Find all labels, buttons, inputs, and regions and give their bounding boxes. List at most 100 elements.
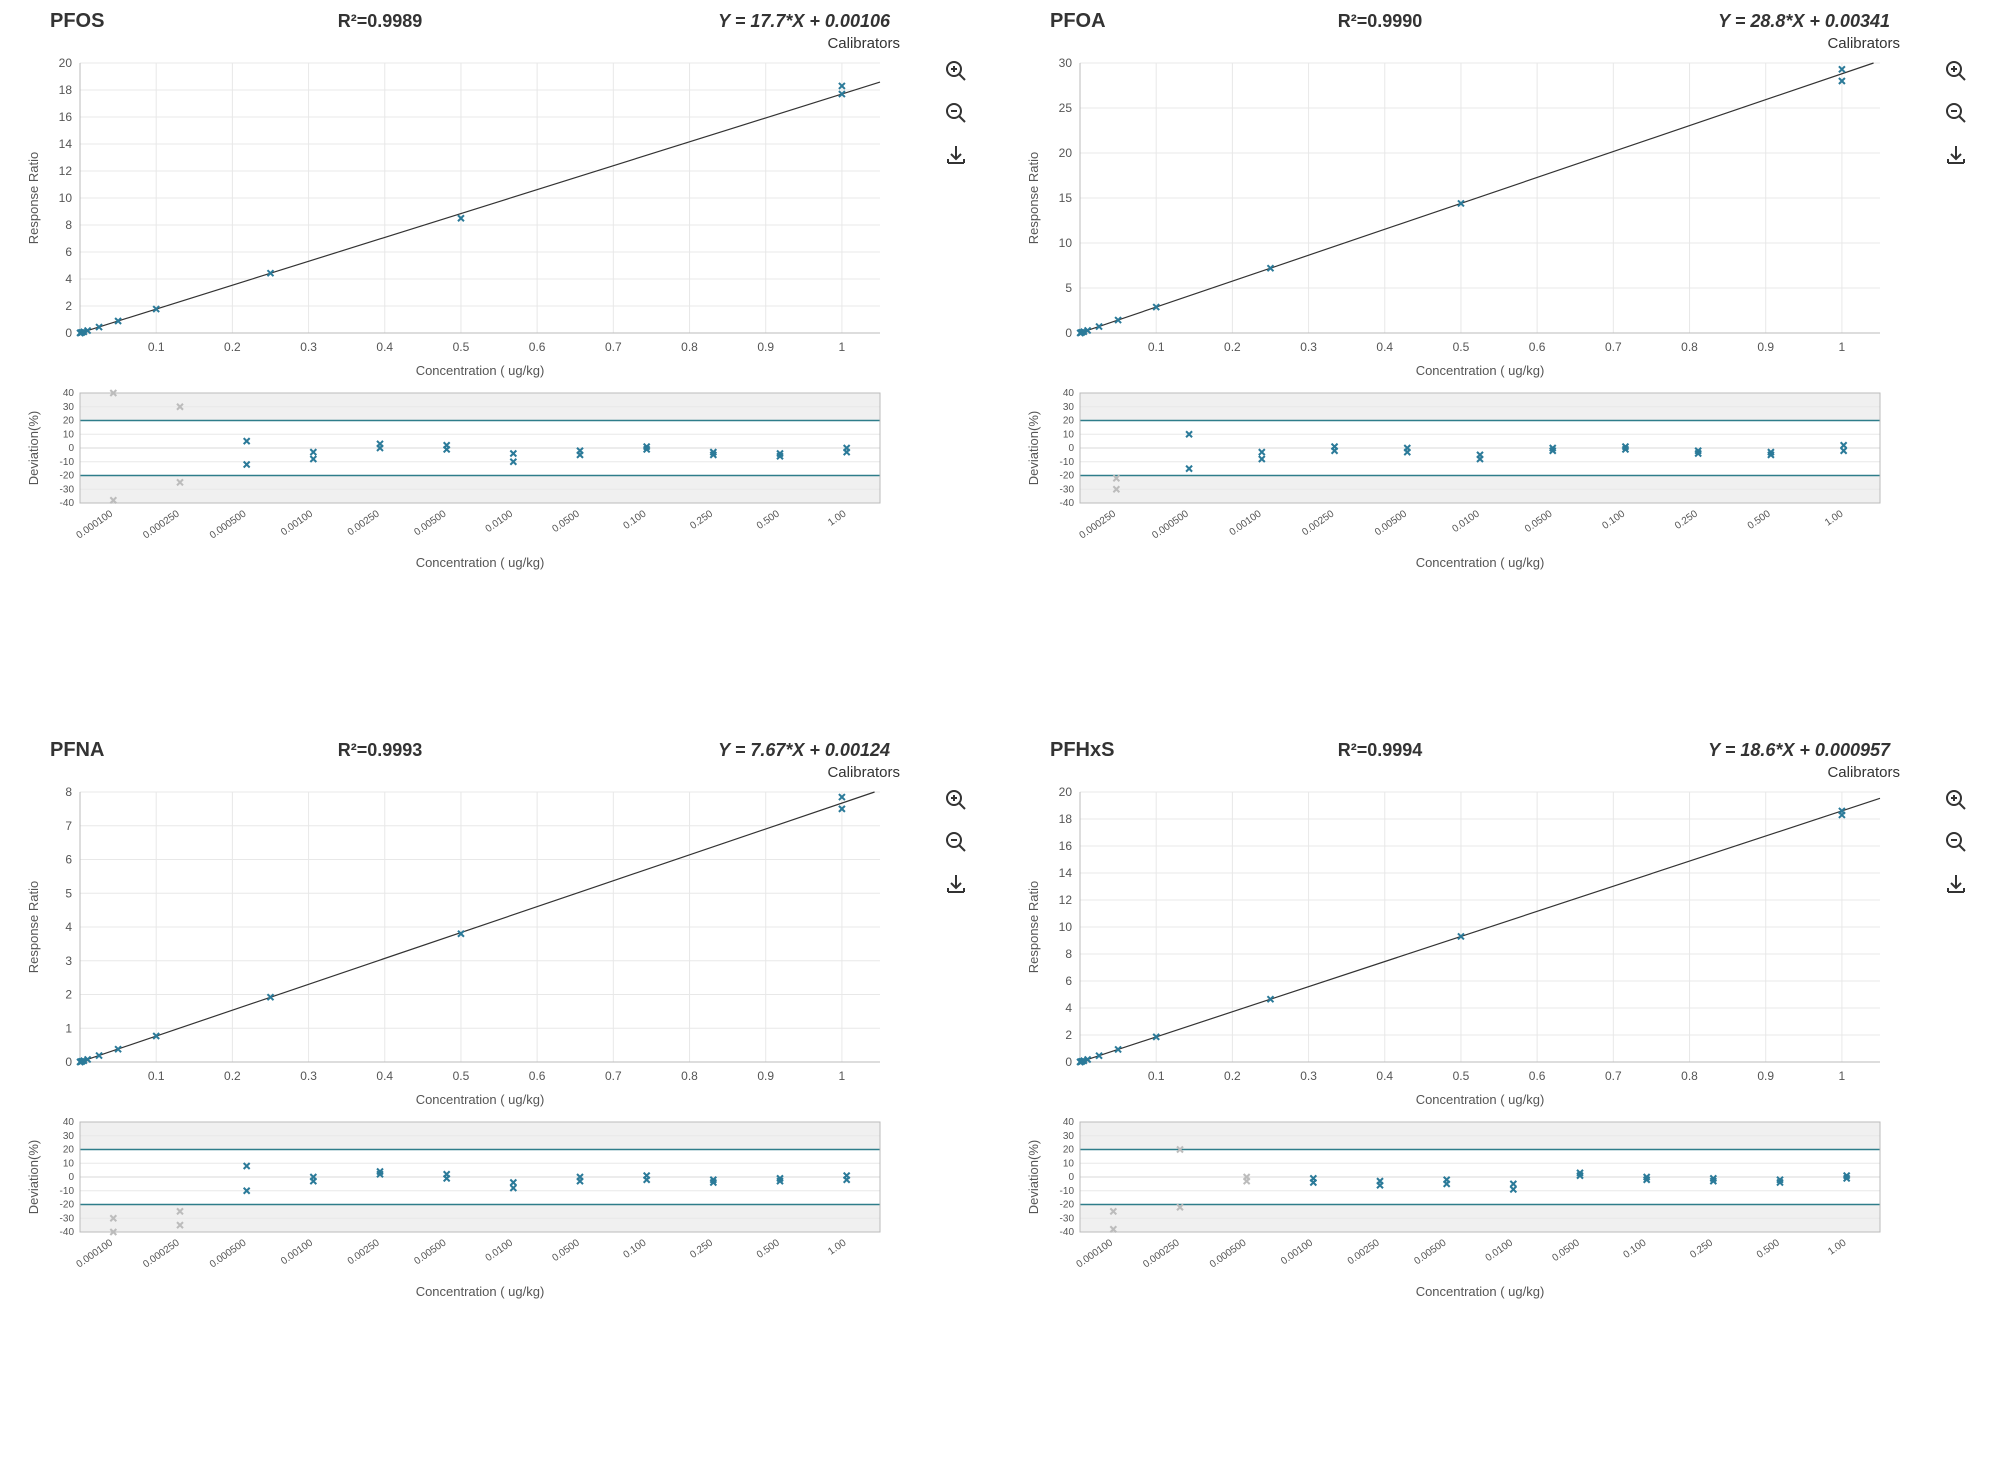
svg-text:0.0500: 0.0500 xyxy=(1523,508,1555,535)
svg-text:0.00250: 0.00250 xyxy=(346,1237,382,1267)
x-axis-label: Concentration ( ug/kg) xyxy=(416,1092,545,1107)
compound-name: PFOS xyxy=(50,10,250,33)
calibration-curve-chart: 0123456780.10.20.30.40.50.60.70.80.91Res… xyxy=(20,782,950,1112)
svg-text:0.500: 0.500 xyxy=(755,508,782,532)
zoom-in-icon[interactable] xyxy=(942,786,970,814)
svg-text:4: 4 xyxy=(65,272,72,286)
download-icon[interactable] xyxy=(942,141,970,169)
svg-text:1: 1 xyxy=(1839,340,1846,354)
svg-text:4: 4 xyxy=(65,920,72,934)
svg-text:0.00100: 0.00100 xyxy=(279,508,315,538)
zoom-out-icon[interactable] xyxy=(942,828,970,856)
svg-text:0.4: 0.4 xyxy=(376,340,393,354)
x-axis-label: Concentration ( ug/kg) xyxy=(1416,1092,1545,1107)
svg-text:16: 16 xyxy=(1059,839,1073,853)
svg-text:8: 8 xyxy=(65,785,72,799)
svg-text:0.3: 0.3 xyxy=(300,340,317,354)
svg-text:0.00100: 0.00100 xyxy=(1228,508,1264,538)
svg-text:2: 2 xyxy=(1065,1028,1072,1042)
svg-text:0.500: 0.500 xyxy=(1746,508,1773,532)
zoom-in-icon[interactable] xyxy=(1942,57,1970,85)
svg-text:0.000500: 0.000500 xyxy=(1208,1237,1249,1270)
svg-text:0: 0 xyxy=(1065,1055,1072,1069)
svg-text:0: 0 xyxy=(1068,443,1074,454)
y-axis-label: Response Ratio xyxy=(26,152,41,245)
svg-text:0.000100: 0.000100 xyxy=(1075,1237,1116,1270)
svg-text:0.00100: 0.00100 xyxy=(279,1237,315,1267)
svg-text:0.000250: 0.000250 xyxy=(141,508,182,541)
zoom-in-icon[interactable] xyxy=(942,57,970,85)
svg-text:0.100: 0.100 xyxy=(1600,508,1627,532)
svg-text:15: 15 xyxy=(1059,191,1073,205)
download-icon[interactable] xyxy=(1942,141,1970,169)
download-icon[interactable] xyxy=(942,870,970,898)
svg-text:3: 3 xyxy=(65,954,72,968)
svg-text:-30: -30 xyxy=(1060,484,1075,495)
svg-text:1: 1 xyxy=(839,340,846,354)
svg-text:0.000500: 0.000500 xyxy=(1150,508,1191,541)
svg-text:30: 30 xyxy=(63,402,75,413)
svg-text:0.9: 0.9 xyxy=(757,1069,774,1083)
svg-text:0.4: 0.4 xyxy=(1376,1069,1393,1083)
svg-text:20: 20 xyxy=(1059,785,1073,799)
svg-text:0: 0 xyxy=(1068,1172,1074,1183)
svg-text:0.5: 0.5 xyxy=(1453,1069,1470,1083)
svg-text:-20: -20 xyxy=(1060,1200,1075,1211)
r-squared: R²=0.9989 xyxy=(250,11,510,32)
chart-toolbar xyxy=(942,786,970,898)
svg-text:0.000100: 0.000100 xyxy=(75,508,116,541)
fit-equation: Y = 17.7*X + 0.00106 xyxy=(510,11,970,32)
svg-text:10: 10 xyxy=(63,1158,75,1169)
zoom-in-icon[interactable] xyxy=(1942,786,1970,814)
deviation-x-axis-label: Concentration ( ug/kg) xyxy=(416,1284,545,1299)
svg-text:10: 10 xyxy=(1059,920,1073,934)
svg-text:0: 0 xyxy=(68,1172,74,1183)
svg-text:0.3: 0.3 xyxy=(1300,340,1317,354)
svg-text:20: 20 xyxy=(63,1145,75,1156)
svg-text:1: 1 xyxy=(65,1021,72,1035)
svg-text:0.00500: 0.00500 xyxy=(412,508,448,538)
svg-text:40: 40 xyxy=(63,1117,75,1128)
svg-text:0.5: 0.5 xyxy=(453,1069,470,1083)
calibration-curve-chart: 0510152025300.10.20.30.40.50.60.70.80.91… xyxy=(1020,53,1950,383)
svg-text:0.7: 0.7 xyxy=(605,1069,622,1083)
svg-text:20: 20 xyxy=(1063,416,1075,427)
svg-text:0.500: 0.500 xyxy=(1755,1237,1782,1261)
svg-text:-10: -10 xyxy=(1060,1186,1075,1197)
deviation-y-axis-label: Deviation(%) xyxy=(26,1140,41,1214)
svg-text:0.000250: 0.000250 xyxy=(1141,1237,1182,1270)
deviation-chart: -40-30-20-100102030400.0001000.0002500.0… xyxy=(20,1112,950,1302)
svg-text:1.00: 1.00 xyxy=(826,1237,849,1257)
svg-text:0.5: 0.5 xyxy=(1453,340,1470,354)
zoom-out-icon[interactable] xyxy=(1942,828,1970,856)
svg-text:0.00500: 0.00500 xyxy=(1412,1237,1448,1267)
svg-text:0.4: 0.4 xyxy=(1376,340,1393,354)
svg-text:30: 30 xyxy=(63,1131,75,1142)
regression-line xyxy=(1080,798,1880,1062)
x-axis-label: Concentration ( ug/kg) xyxy=(416,363,545,378)
svg-text:8: 8 xyxy=(65,218,72,232)
svg-text:12: 12 xyxy=(1059,893,1073,907)
deviation-y-axis-label: Deviation(%) xyxy=(26,411,41,485)
svg-text:0.6: 0.6 xyxy=(529,1069,546,1083)
svg-text:0.2: 0.2 xyxy=(1224,340,1241,354)
svg-text:1.00: 1.00 xyxy=(826,508,849,528)
svg-text:40: 40 xyxy=(63,388,75,399)
svg-text:0.7: 0.7 xyxy=(1605,1069,1622,1083)
svg-text:0.0500: 0.0500 xyxy=(550,1237,582,1264)
svg-text:18: 18 xyxy=(1059,812,1073,826)
r-squared: R²=0.9990 xyxy=(1250,11,1510,32)
svg-text:-20: -20 xyxy=(1060,471,1075,482)
download-icon[interactable] xyxy=(1942,870,1970,898)
svg-text:0.1: 0.1 xyxy=(148,340,165,354)
zoom-out-icon[interactable] xyxy=(942,99,970,127)
svg-text:0.100: 0.100 xyxy=(622,508,649,532)
svg-text:0.5: 0.5 xyxy=(453,340,470,354)
regression-line xyxy=(80,82,880,333)
deviation-chart: -40-30-20-100102030400.0001000.0002500.0… xyxy=(20,383,950,573)
y-axis-label: Response Ratio xyxy=(1026,881,1041,974)
zoom-out-icon[interactable] xyxy=(1942,99,1970,127)
chart-toolbar xyxy=(942,57,970,169)
svg-text:0.1: 0.1 xyxy=(148,1069,165,1083)
compound-name: PFOA xyxy=(1050,10,1250,33)
